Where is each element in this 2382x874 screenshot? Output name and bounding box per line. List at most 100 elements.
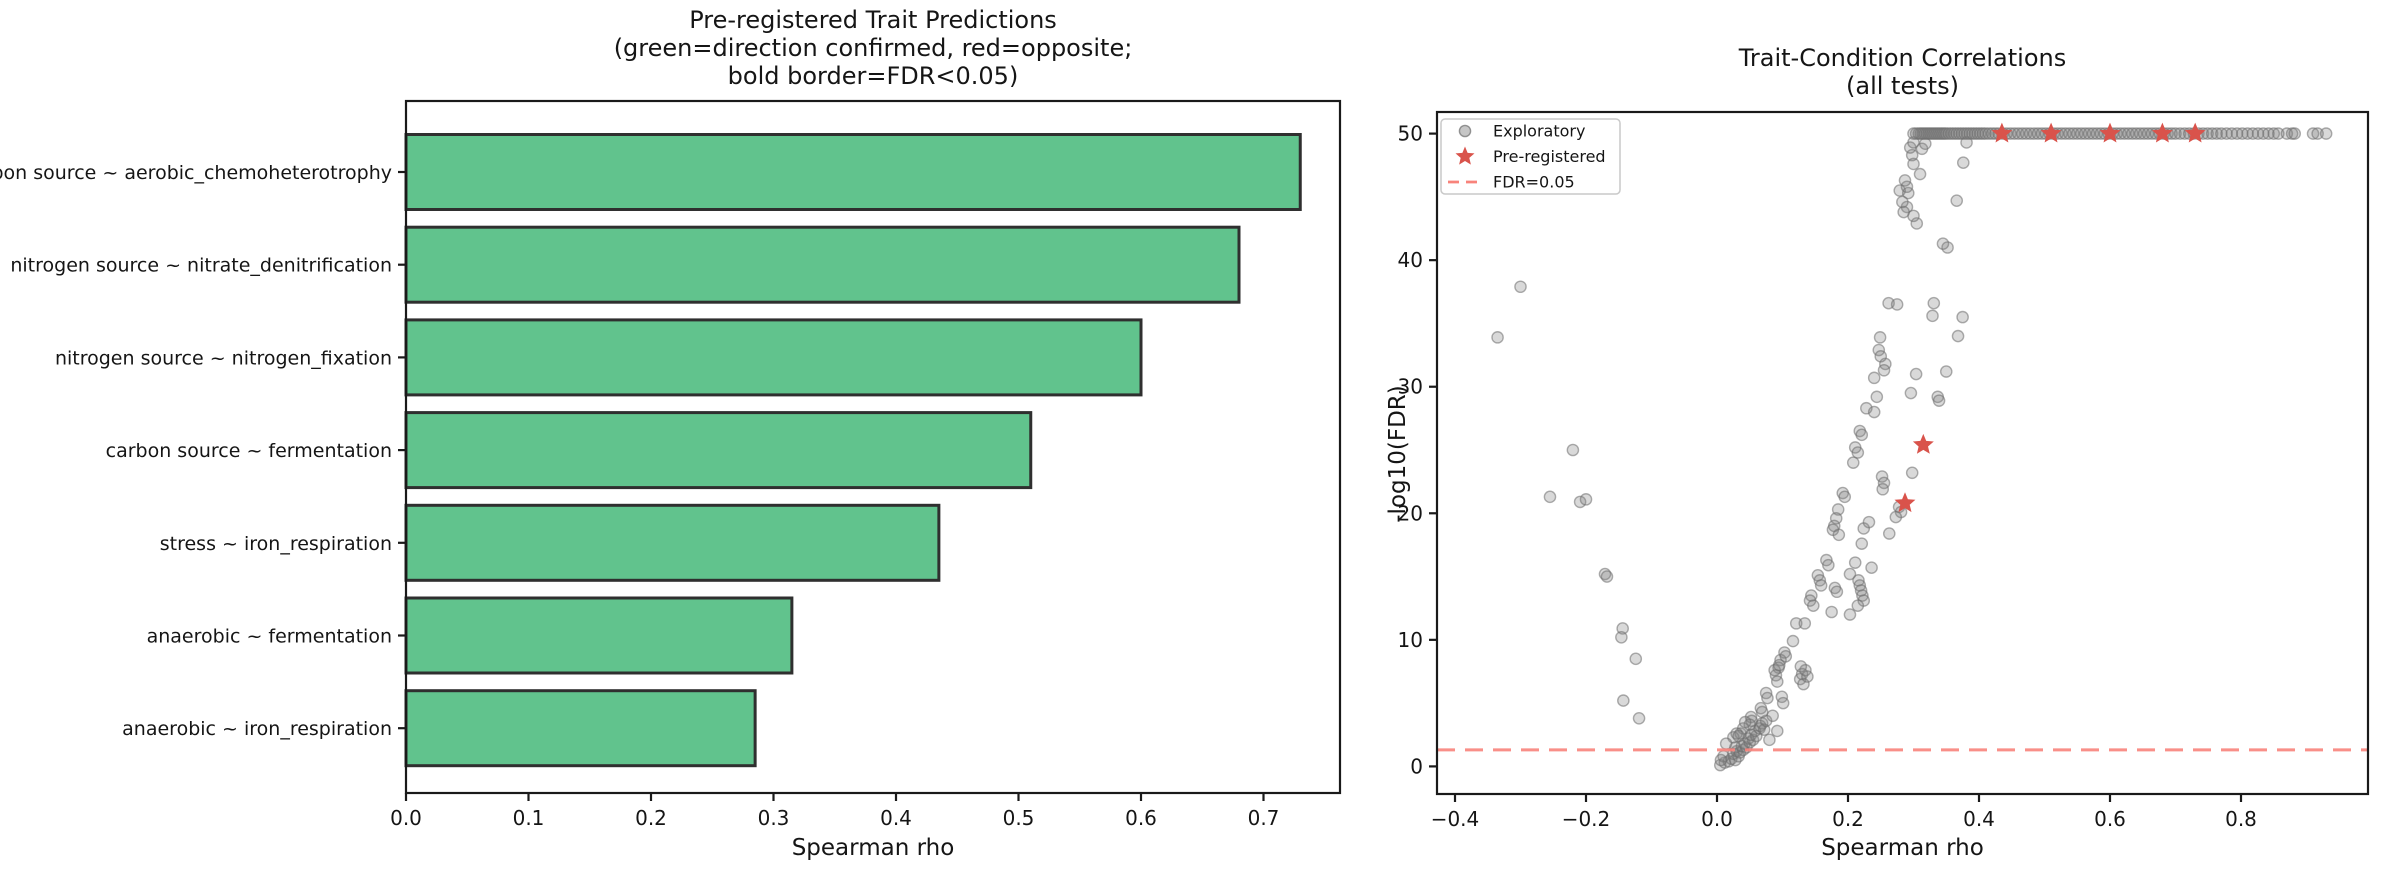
- left-title-line-2: (green=direction confirmed, red=opposite…: [613, 34, 1133, 62]
- left-title-line-1: Pre-registered Trait Predictions: [689, 6, 1057, 34]
- bar-0: [404, 133, 1302, 211]
- preregistered-star: [1991, 122, 2013, 143]
- right-y-tick-label: 20: [1398, 501, 1423, 525]
- exploratory-point: [1822, 558, 1835, 572]
- exploratory-point: [1843, 567, 1857, 581]
- exploratory-point: [1877, 363, 1891, 377]
- right-y-tick-label: 40: [1398, 248, 1423, 272]
- exploratory-point: [1770, 724, 1784, 738]
- exploratory-point: [1867, 371, 1881, 385]
- exploratory-point: [1855, 428, 1869, 442]
- left-x-tick-label: 0.3: [758, 806, 790, 830]
- exploratory-point: [1932, 394, 1946, 407]
- left-xaxis-label: Spearman rho: [791, 835, 955, 861]
- left-x-tick-label: 0.1: [513, 806, 545, 830]
- exploratory-point: [1600, 570, 1614, 583]
- exploratory-point: [2288, 127, 2302, 140]
- exploratory-point: [1798, 617, 1812, 630]
- exploratory-point: [1956, 310, 1969, 324]
- left-x-tick-label: 0.5: [1003, 806, 1035, 830]
- exploratory-point: [1832, 528, 1846, 542]
- bar-2: [404, 318, 1143, 397]
- exploratory-point: [1939, 365, 1953, 378]
- exploratory-point: [1956, 156, 1970, 170]
- exploratory-point: [1514, 280, 1527, 294]
- preregistered-star: [1894, 492, 1916, 513]
- left-x-tick-label: 0.7: [1248, 806, 1280, 830]
- legend-exploratory-circle-icon: [1458, 124, 1472, 138]
- bar-4: [404, 503, 941, 582]
- legend-label: FDR=0.05: [1493, 173, 1575, 192]
- exploratory-point: [1898, 174, 1912, 187]
- left-chart-title: Pre-registered Trait Predictions (green=…: [406, 6, 1340, 90]
- legend-label: Exploratory: [1493, 122, 1585, 141]
- exploratory-point: [1873, 331, 1887, 344]
- exploratory-point: [1829, 512, 1843, 525]
- exploratory-point: [2210, 127, 2224, 140]
- exploratory-point: [1950, 194, 1964, 207]
- exploratory-point: [1719, 737, 1733, 750]
- exploratory-point: [1732, 729, 1745, 743]
- exploratory-point: [1867, 405, 1881, 419]
- exploratory-point: [1936, 237, 1950, 251]
- exploratory-point: [1870, 390, 1884, 404]
- exploratory-point: [1491, 331, 1504, 344]
- exploratory-point: [1905, 466, 1919, 480]
- exploratory-point: [1825, 605, 1838, 619]
- right-x-tick-label: −0.2: [1562, 807, 1611, 831]
- exploratory-point: [1801, 670, 1814, 683]
- exploratory-point: [1882, 527, 1896, 540]
- exploratory-point: [1738, 715, 1752, 729]
- exploratory-point: [1851, 446, 1865, 459]
- right-x-tick-label: 0.4: [1963, 807, 1995, 831]
- exploratory-point: [1897, 205, 1910, 219]
- bar-3: [404, 411, 1033, 490]
- right-title-line-1: Trait-Condition Correlations: [1738, 44, 2067, 72]
- exploratory-point: [1755, 705, 1769, 719]
- right-y-tick-label: 30: [1398, 375, 1423, 399]
- exploratory-point: [1951, 329, 1965, 343]
- exploratory-point: [1846, 456, 1860, 469]
- exploratory-point: [1876, 482, 1890, 496]
- exploratory-point: [1566, 443, 1580, 457]
- exploratory-point: [1904, 386, 1918, 400]
- exploratory-point: [2205, 127, 2219, 140]
- exploratory-point: [1629, 652, 1643, 666]
- exploratory-point: [1766, 709, 1779, 723]
- right-x-tick-label: 0.2: [1832, 807, 1864, 831]
- exploratory-point: [1862, 515, 1876, 529]
- exploratory-point: [1909, 367, 1923, 381]
- preregistered-star: [2099, 122, 2121, 143]
- exploratory-point: [1910, 217, 1924, 230]
- bar-category-label: nitrogen source ~ nitrogen_fixation: [55, 347, 392, 369]
- exploratory-point: [1761, 691, 1774, 705]
- exploratory-point: [1786, 634, 1800, 648]
- right-x-tick-label: −0.4: [1431, 807, 1480, 831]
- exploratory-point: [1913, 167, 1927, 181]
- exploratory-point: [1543, 490, 1557, 504]
- exploratory-point: [1776, 696, 1790, 710]
- exploratory-point: [1851, 599, 1865, 612]
- preregistered-star: [2184, 122, 2206, 143]
- right-y-tick-label: 10: [1398, 628, 1423, 652]
- exploratory-point: [1770, 675, 1784, 688]
- exploratory-point: [1890, 298, 1904, 311]
- exploratory-point: [1779, 649, 1793, 663]
- bar-category-label: carbon source ~ aerobic_chemoheterotroph…: [0, 162, 392, 184]
- left-title-line-3: bold border=FDR<0.05): [727, 62, 1019, 90]
- right-x-tick-label: 0.0: [1701, 807, 1733, 831]
- exploratory-point: [1926, 309, 1939, 323]
- bar-5: [404, 596, 794, 675]
- right-y-tick-label: 0: [1410, 754, 1423, 778]
- left-x-tick-label: 0.4: [880, 806, 912, 830]
- exploratory-point: [1806, 599, 1820, 612]
- left-x-tick-label: 0.0: [390, 806, 422, 830]
- bar-1: [404, 225, 1241, 304]
- exploratory-point: [2306, 127, 2320, 140]
- exploratory-point: [2169, 127, 2182, 140]
- left-x-tick-label: 0.2: [635, 806, 667, 830]
- right-x-tick-label: 0.8: [2225, 807, 2257, 831]
- exploratory-point: [1889, 510, 1903, 524]
